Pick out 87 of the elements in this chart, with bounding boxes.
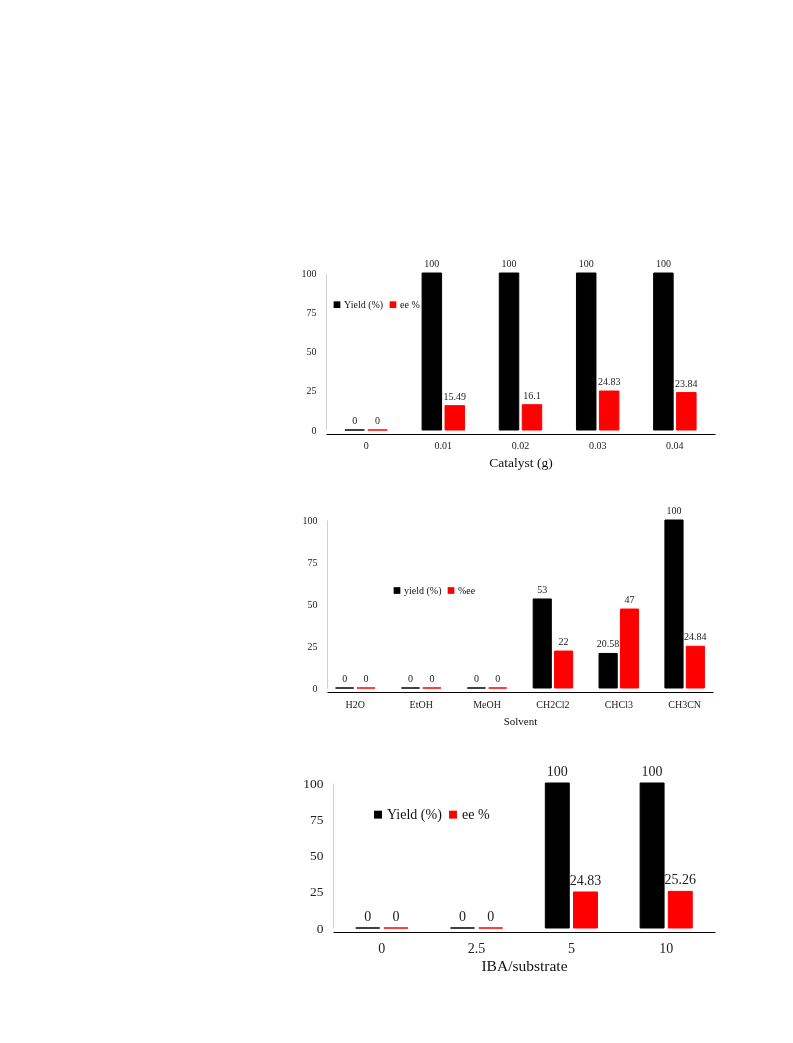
y-tick-label: 25: [306, 385, 317, 397]
data-label: 22: [558, 636, 569, 648]
data-label: 0: [459, 909, 467, 924]
x-tick-label: MeOH: [473, 698, 501, 710]
x-tick-label: 0.04: [666, 439, 684, 451]
data-label: 0: [375, 415, 381, 426]
data-label: 24.83: [597, 376, 621, 388]
bar: [667, 890, 693, 929]
data-label: 24.83: [569, 873, 602, 888]
data-label: 0: [342, 673, 348, 684]
data-label: 53: [537, 583, 548, 595]
data-label: 47: [624, 594, 635, 606]
legend-label: %ee: [458, 584, 476, 596]
y-tick-label: 0: [316, 920, 324, 936]
legend-label: yield (%): [404, 584, 442, 597]
data-label: 0: [429, 673, 435, 684]
y-tick-label: 50: [306, 346, 317, 357]
bar: [575, 272, 597, 431]
data-label: 100: [578, 258, 594, 269]
data-label: 15.49: [443, 390, 467, 402]
legend-label: ee %: [400, 298, 420, 310]
bar: [685, 645, 705, 689]
bar: [498, 272, 520, 431]
y-tick-label: 0: [312, 682, 318, 694]
y-tick-label: 100: [302, 514, 318, 526]
y-tick-label: 100: [303, 775, 324, 791]
y-tick-label: 0: [311, 424, 317, 436]
bar: [444, 405, 466, 431]
bar: [554, 650, 574, 689]
data-label: 0: [364, 909, 372, 924]
y-tick-label: 75: [310, 811, 324, 827]
data-label: 100: [655, 258, 671, 269]
data-label: 100: [546, 764, 568, 779]
data-label: 0: [487, 909, 495, 924]
bar: [521, 404, 543, 431]
y-tick-label: 50: [310, 848, 324, 863]
data-label: 0: [408, 673, 414, 684]
y-tick-label: 50: [307, 598, 318, 610]
data-label: 100: [501, 258, 517, 269]
x-tick-label: CH3CN: [668, 698, 702, 710]
data-label: 100: [424, 258, 440, 269]
y-tick-label: 100: [301, 267, 317, 279]
data-label: 23.84: [675, 377, 698, 389]
x-axis-title: IBA/substrate: [481, 956, 568, 974]
x-tick-label: 2.5: [467, 940, 486, 956]
bar: [421, 272, 443, 431]
x-axis-title: Solvent: [503, 714, 538, 727]
y-tick-label: 25: [310, 884, 324, 900]
data-label: 100: [641, 764, 663, 779]
bar: [664, 519, 684, 689]
data-label: 100: [666, 505, 682, 516]
legend-label: Yield (%): [344, 298, 384, 311]
data-label: 25.26: [664, 872, 697, 888]
bar: [573, 891, 598, 929]
x-tick-label: 5: [567, 940, 575, 956]
bar: [598, 652, 618, 689]
x-tick-label: 0: [363, 439, 369, 451]
x-tick-label: CH2Cl2: [536, 698, 570, 710]
bar: [598, 390, 620, 431]
y-tick-label: 75: [307, 556, 318, 568]
y-tick-label: 75: [306, 306, 317, 318]
x-tick-label: 0.02: [511, 439, 530, 451]
data-label: 0: [495, 673, 501, 684]
bar: [639, 782, 665, 929]
bar: [653, 272, 674, 431]
x-tick-label: H2O: [345, 698, 366, 710]
bar: [544, 782, 570, 929]
bar: [676, 392, 697, 431]
x-tick-label: 0.03: [588, 439, 607, 451]
data-label: 24.84: [684, 631, 707, 643]
data-label: 0: [363, 673, 369, 684]
x-axis-title: Catalyst (g): [489, 454, 553, 470]
data-label: 0: [352, 415, 358, 426]
data-label: 0: [473, 673, 479, 684]
data-label: 20.58: [596, 638, 620, 650]
data-label: 16.1: [523, 389, 541, 401]
y-tick-label: 25: [307, 640, 318, 652]
x-tick-label: 10: [659, 940, 674, 956]
x-tick-label: EtOH: [409, 698, 433, 710]
legend-label: Yield (%): [387, 806, 443, 823]
x-tick-label: 0.01: [434, 439, 453, 451]
legend-label: ee %: [462, 806, 490, 822]
x-tick-label: 0: [378, 940, 386, 956]
bar: [619, 608, 640, 689]
x-tick-label: CHCl3: [604, 698, 633, 710]
data-label: 0: [392, 909, 400, 924]
bar: [532, 598, 552, 689]
